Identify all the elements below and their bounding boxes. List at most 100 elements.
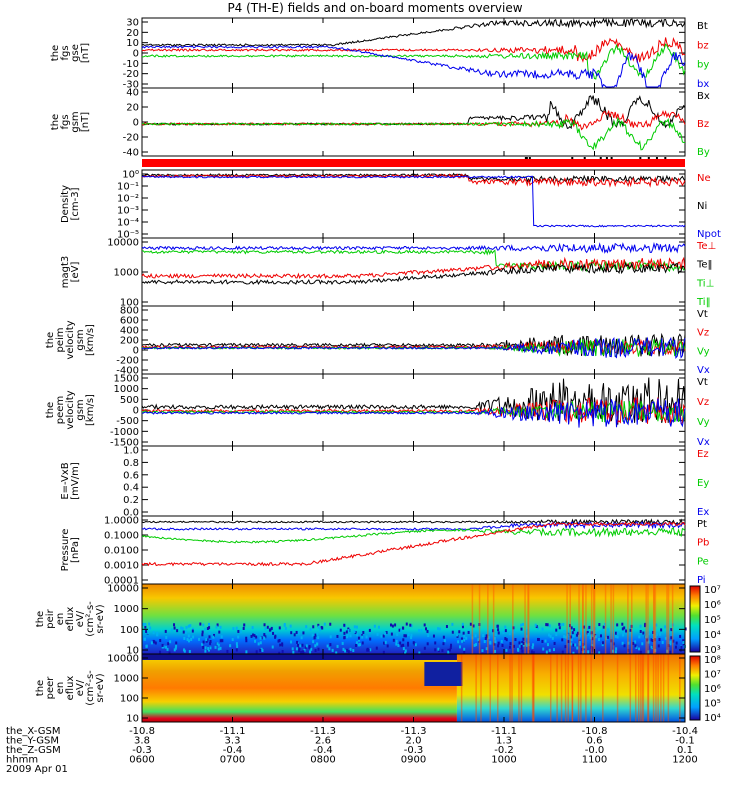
- y-tick-label: 0.0100: [104, 546, 139, 557]
- y-tick-label: 600: [120, 316, 139, 327]
- footer-value: -10.8: [129, 726, 155, 737]
- legend-Vt: Vt: [697, 377, 708, 388]
- y-tick-label: 800: [120, 306, 139, 317]
- y-axis-label: the: [35, 611, 46, 627]
- legend-Ez: Ez: [697, 449, 709, 460]
- y-tick-label: 10⁻¹: [117, 182, 139, 193]
- series-Vt: [141, 377, 686, 425]
- footer-value: 0.1: [677, 745, 693, 756]
- footer-value: 3.8: [134, 736, 150, 747]
- series-bz: [141, 36, 686, 63]
- panel-peir-spectrogram: the peir en eflux eV/(cm²-s-sr-eV): [35, 583, 701, 655]
- y-axis-label: the: [35, 680, 46, 696]
- footer-value: -0.4: [223, 745, 243, 756]
- panel-e-field: E=-VxB [mV/m]: [60, 445, 686, 517]
- y-tick-label: 0.8: [123, 458, 139, 469]
- y-tick-label: 20: [126, 28, 139, 39]
- legend-Vx: Vx: [697, 437, 710, 448]
- y-axis-label: the: [50, 114, 61, 130]
- y-tick-label: 0.0010: [104, 561, 139, 572]
- legend-Pe: Pe: [697, 556, 709, 567]
- footer-value: -0.1: [675, 736, 695, 747]
- footer-value: 1100: [582, 755, 607, 766]
- y-tick-label: -30: [123, 80, 139, 91]
- series-Pt: [141, 518, 686, 526]
- y-axis-label: [mV/m]: [70, 462, 81, 500]
- legend-Pt: Pt: [697, 519, 707, 530]
- y-tick-label: 10: [126, 714, 139, 725]
- y-axis-label: the: [45, 332, 56, 348]
- footer-value: -0.3: [132, 745, 152, 756]
- colorbar-label: 10⁷: [704, 670, 721, 681]
- y-tick-label: 10⁻³: [117, 206, 139, 217]
- colorbar-label: 10⁵: [704, 615, 721, 626]
- y-tick-label: 100: [120, 625, 139, 636]
- panel-fgs-gsm: the fgs gsm [nT]: [50, 87, 686, 157]
- panel-peim-velocity: the peim velocity gsm [km/s]: [45, 305, 686, 375]
- y-axis-label: [eV]: [70, 262, 81, 283]
- y-tick-label: 40: [126, 88, 139, 99]
- legend-Te‖: Te‖: [696, 260, 713, 271]
- series-Vx: [141, 336, 686, 360]
- y-axis-label: the: [50, 45, 61, 61]
- footer-value: -10.4: [672, 726, 698, 737]
- legend-Bx: Bx: [697, 91, 710, 102]
- legend-Ne: Ne: [697, 173, 711, 184]
- y-axis-label: [cm-3]: [70, 187, 81, 220]
- legend-Ti⊥: Ti⊥: [696, 278, 714, 289]
- legend-Npot: Npot: [697, 229, 721, 240]
- y-tick-label: 0: [133, 346, 139, 357]
- legend-By: By: [697, 147, 710, 158]
- legend-bx: bx: [697, 79, 709, 90]
- footer-value: 1000: [491, 755, 516, 766]
- y-tick-label: 1000: [114, 604, 139, 615]
- y-tick-label: 0.2: [123, 495, 139, 506]
- footer-value: -11.3: [310, 726, 336, 737]
- panel-peer-spectrogram: the peer en eflux eV/(cm²-s-sr-eV): [35, 653, 701, 723]
- y-axis-label: Pressure: [60, 529, 71, 572]
- y-tick-label: 0.4: [123, 483, 139, 494]
- legend-Vy: Vy: [697, 417, 710, 428]
- y-axis-label: [km/s]: [85, 394, 96, 426]
- series-By: [141, 116, 685, 151]
- y-axis-label: gse: [70, 44, 81, 62]
- footer-value: -0.0: [585, 745, 605, 756]
- y-axis-label: gsm: [70, 111, 81, 132]
- colorbar-label: 10⁸: [704, 655, 721, 666]
- series-Pb: [141, 521, 686, 567]
- y-tick-label: -200: [116, 356, 139, 367]
- legend-Vx: Vx: [697, 365, 710, 376]
- y-tick-label: 100: [120, 694, 139, 705]
- legend-Bz: Bz: [697, 119, 709, 130]
- y-tick-label: 1.0000: [104, 516, 139, 527]
- y-tick-label: -20: [123, 69, 139, 80]
- legend-Te⊥: Te⊥: [696, 241, 716, 252]
- legend-Ti‖: Ti‖: [696, 297, 711, 308]
- footer-row-label: the_Z-GSM: [6, 745, 61, 756]
- y-tick-label: 1.0: [123, 446, 139, 457]
- legend-by: by: [697, 60, 709, 71]
- y-tick-label: 10⁻²: [117, 194, 139, 205]
- y-axis-label: eflux: [65, 676, 76, 701]
- y-axis-label: eflux: [65, 607, 76, 632]
- legend-Pb: Pb: [697, 538, 709, 549]
- footer-value: -11.1: [220, 726, 246, 737]
- y-tick-label: 10⁰: [122, 170, 139, 181]
- y-axis-label: [nPa]: [70, 537, 81, 563]
- colorbar-label: 10⁷: [704, 585, 721, 596]
- footer-value: -0.2: [494, 745, 514, 756]
- y-tick-label: -1000: [110, 427, 139, 438]
- footer-value: -0.4: [313, 745, 333, 756]
- footer-value: 0900: [401, 755, 426, 766]
- y-tick-label: 0.0001: [104, 576, 139, 587]
- y-axis-label: gsm: [75, 329, 86, 350]
- y-axis-label: magt3: [60, 256, 71, 289]
- series-by: [142, 43, 686, 80]
- footer-value: 2.6: [315, 736, 331, 747]
- series-Ti-perp: [141, 248, 686, 273]
- y-tick-label: 10000: [107, 238, 139, 249]
- y-axis-label: peir: [45, 608, 56, 628]
- quality-bar: [142, 159, 685, 167]
- colorbar-label: 10⁶: [704, 684, 721, 695]
